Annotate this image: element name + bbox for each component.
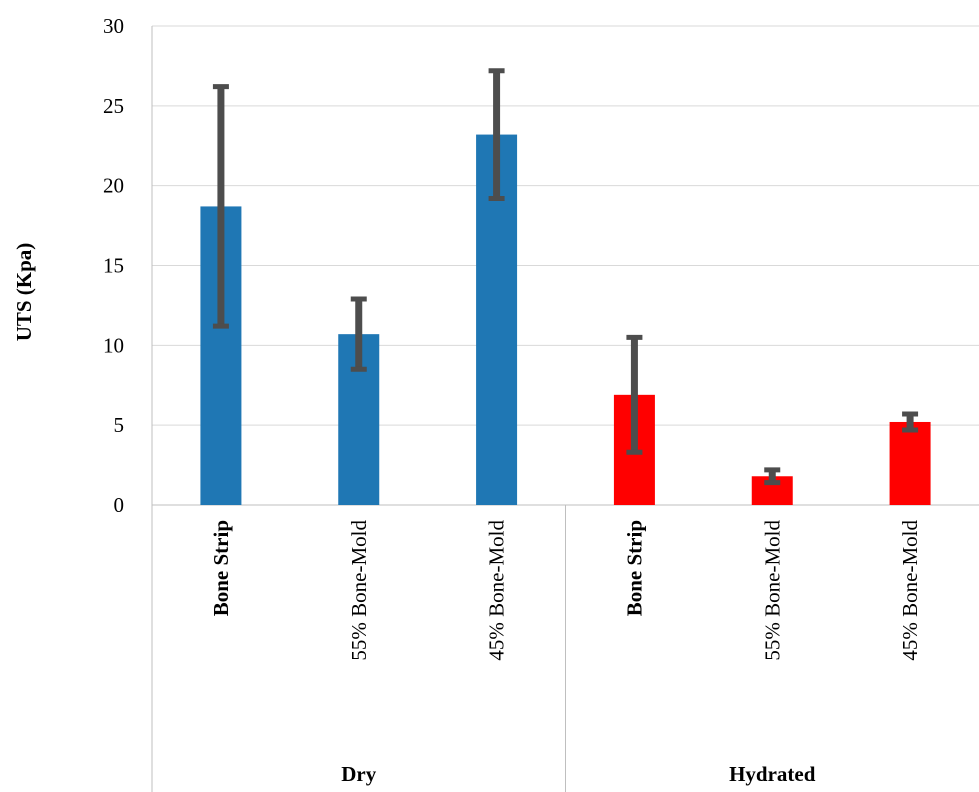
gridlines bbox=[152, 25, 979, 426]
error-bar-hydrated-55pct-bone-mold bbox=[764, 467, 781, 486]
error-bar-dry-45pct-bone-mold bbox=[488, 68, 505, 201]
group-label-hydrated: Hydrated bbox=[729, 762, 816, 786]
group-labels: Dry Hydrated bbox=[341, 762, 815, 786]
error-bar-hydrated-bone-strip bbox=[626, 334, 643, 455]
category-label-dry-55pct-bone-mold: 55% Bone-Mold bbox=[347, 520, 371, 661]
category-label-dry-bone-strip: Bone Strip bbox=[209, 520, 233, 616]
error-bar-hydrated-45pct-bone-mold bbox=[902, 411, 919, 433]
bar-hydrated-45pct-bone-mold bbox=[889, 421, 931, 505]
bars bbox=[200, 134, 931, 505]
error-bars bbox=[212, 68, 919, 486]
y-axis-label: UTS (Kpa) bbox=[12, 243, 36, 342]
y-tick-15: 15 bbox=[103, 254, 124, 278]
y-tick-10: 10 bbox=[103, 333, 124, 357]
axes bbox=[151, 26, 979, 792]
error-bar-dry-55pct-bone-mold bbox=[350, 296, 367, 372]
category-label-dry-45pct-bone-mold: 45% Bone-Mold bbox=[485, 520, 509, 661]
y-tick-labels: 0 5 10 15 20 25 30 bbox=[103, 14, 124, 517]
y-tick-0: 0 bbox=[114, 493, 125, 517]
y-tick-30: 30 bbox=[103, 14, 124, 38]
category-label-hydrated-bone-strip: Bone Strip bbox=[622, 520, 646, 616]
group-label-dry: Dry bbox=[341, 762, 376, 786]
error-bar-dry-bone-strip bbox=[212, 84, 229, 329]
y-tick-20: 20 bbox=[103, 174, 124, 198]
y-tick-25: 25 bbox=[103, 94, 124, 118]
y-tick-5: 5 bbox=[114, 413, 125, 437]
category-label-hydrated-55pct-bone-mold: 55% Bone-Mold bbox=[760, 520, 784, 661]
category-labels: Bone Strip 55% Bone-Mold 45% Bone-Mold Bone… bbox=[209, 520, 922, 661]
category-label-hydrated-45pct-bone-mold: 45% Bone-Mold bbox=[898, 520, 922, 661]
